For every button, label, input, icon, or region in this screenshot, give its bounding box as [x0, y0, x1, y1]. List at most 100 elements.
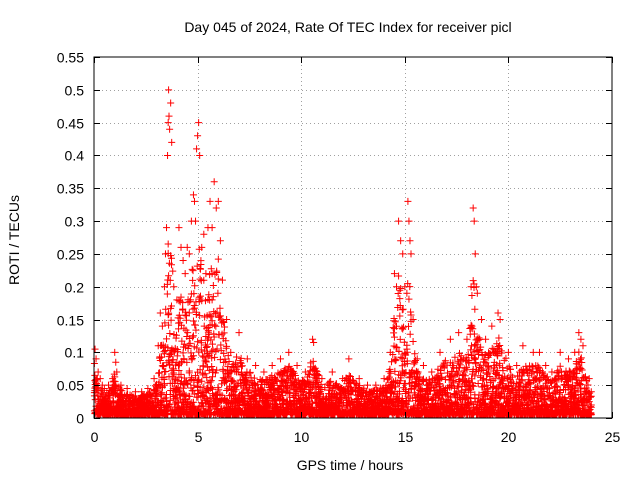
data-point	[209, 340, 217, 348]
data-point	[581, 373, 589, 381]
data-point	[470, 382, 478, 390]
data-point	[207, 377, 215, 385]
data-point	[395, 272, 403, 280]
data-point	[482, 335, 490, 343]
data-point	[585, 375, 593, 383]
data-point	[485, 365, 493, 373]
data-point	[240, 396, 248, 404]
data-point	[200, 276, 208, 284]
data-point	[189, 191, 197, 199]
data-point	[301, 386, 309, 394]
data-point	[221, 323, 229, 331]
data-point	[166, 329, 174, 337]
data-point	[94, 368, 102, 376]
data-point	[109, 375, 117, 383]
data-point	[388, 384, 396, 392]
data-point	[548, 368, 556, 376]
data-point	[198, 377, 206, 385]
data-point	[154, 342, 162, 350]
data-point	[113, 368, 121, 376]
data-point	[197, 346, 205, 354]
data-point	[186, 298, 194, 306]
data-point	[347, 386, 355, 394]
data-point	[409, 337, 417, 345]
data-point	[211, 310, 219, 318]
data-point	[185, 334, 193, 342]
data-point	[403, 357, 411, 365]
data-point	[301, 368, 309, 376]
data-point	[473, 341, 481, 349]
data-point	[400, 323, 408, 331]
data-point	[409, 316, 417, 324]
y-tick-label: 0.4	[65, 148, 85, 164]
data-point	[194, 132, 202, 140]
data-point	[160, 381, 168, 389]
data-point	[222, 358, 230, 366]
data-point	[209, 346, 217, 354]
data-point	[477, 343, 485, 351]
data-point	[211, 369, 219, 377]
data-point	[475, 391, 483, 399]
data-point	[310, 339, 318, 347]
data-point	[177, 293, 185, 301]
data-point	[535, 398, 543, 406]
y-tick-label: 0.5	[65, 83, 85, 99]
data-point	[327, 377, 335, 385]
data-point	[518, 377, 526, 385]
data-point	[419, 361, 427, 369]
y-tick-label: 0.2	[65, 280, 85, 296]
data-point	[185, 309, 193, 317]
data-point	[195, 119, 203, 127]
data-point	[418, 386, 426, 394]
data-point	[403, 341, 411, 349]
data-point	[557, 368, 565, 376]
data-point	[191, 321, 199, 329]
data-point	[480, 355, 488, 363]
data-point	[542, 361, 550, 369]
data-point	[385, 373, 393, 381]
plot-border	[93, 56, 613, 419]
data-point	[252, 361, 260, 369]
data-point	[564, 355, 572, 363]
data-point	[238, 370, 246, 378]
data-point	[165, 86, 173, 94]
data-point	[438, 374, 446, 382]
data-point	[468, 381, 476, 389]
data-point	[541, 395, 549, 403]
data-point	[237, 354, 245, 362]
data-point	[475, 334, 483, 342]
data-point	[355, 375, 363, 383]
data-point	[281, 365, 289, 373]
data-point	[167, 254, 175, 262]
data-point	[395, 387, 403, 395]
data-point	[260, 368, 268, 376]
data-point	[399, 305, 407, 313]
data-point	[395, 217, 403, 225]
data-point	[197, 336, 205, 344]
data-point	[407, 384, 415, 392]
data-point	[211, 321, 219, 329]
data-point	[565, 367, 573, 375]
data-point	[481, 358, 489, 366]
data-point	[174, 348, 182, 356]
data-point	[160, 283, 168, 291]
data-point	[586, 393, 594, 401]
data-point	[390, 317, 398, 325]
y-tick-label: 0.35	[57, 181, 84, 197]
data-point	[166, 396, 174, 404]
data-point	[499, 367, 507, 375]
data-point	[189, 276, 197, 284]
data-point	[411, 350, 419, 358]
data-point	[212, 204, 220, 212]
data-point	[201, 370, 209, 378]
data-point	[279, 372, 287, 380]
y-tick-label: 0.25	[57, 247, 84, 263]
data-point	[575, 329, 583, 337]
data-point	[387, 369, 395, 377]
data-point	[167, 261, 175, 269]
data-point	[424, 399, 432, 407]
data-point	[398, 394, 406, 402]
data-point	[184, 329, 192, 337]
data-point	[399, 250, 407, 258]
data-point	[169, 356, 177, 364]
